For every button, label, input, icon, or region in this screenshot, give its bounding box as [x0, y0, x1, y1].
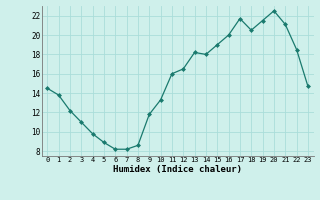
X-axis label: Humidex (Indice chaleur): Humidex (Indice chaleur): [113, 165, 242, 174]
